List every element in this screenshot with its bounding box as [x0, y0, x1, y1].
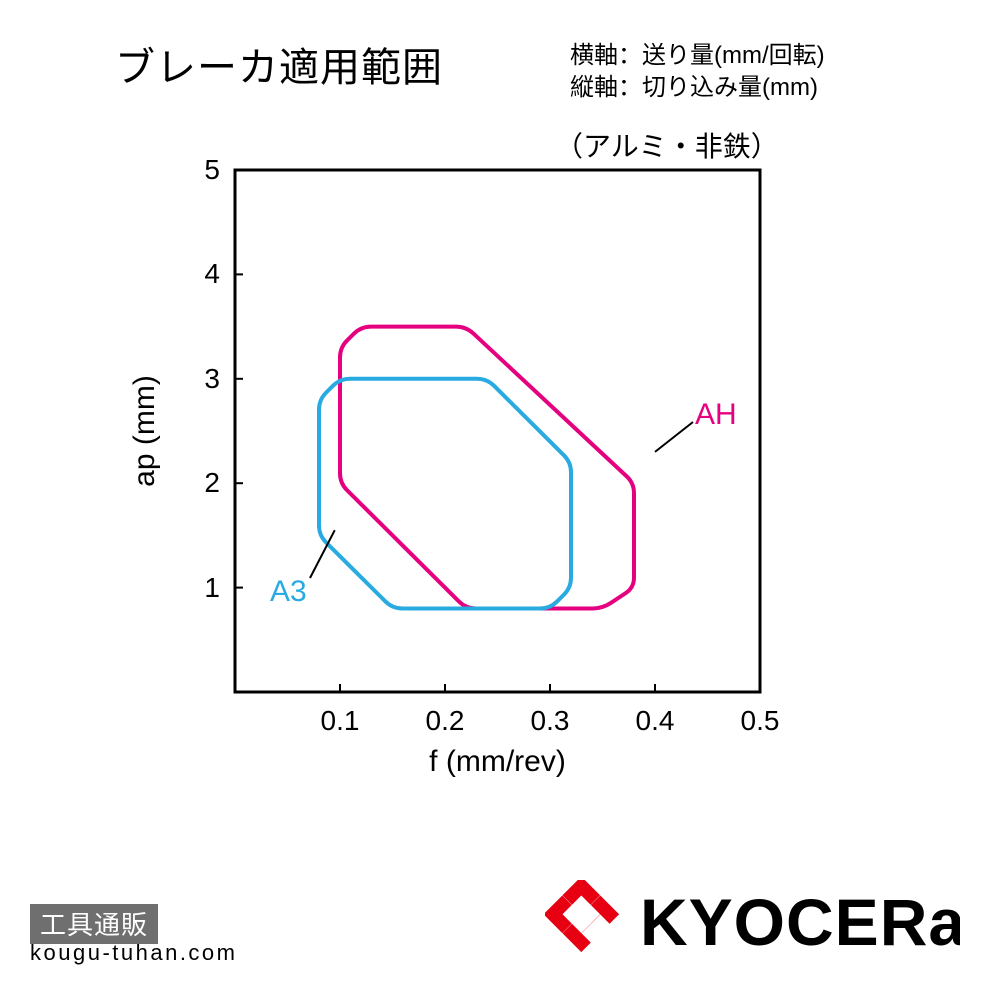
- axis-note: 横軸：送り量(mm/回転) 縦軸：切り込み量(mm): [570, 40, 825, 105]
- chart-subtitle: （アルミ・非鉄）: [555, 125, 779, 165]
- brand-mark-icon: [545, 880, 619, 952]
- chart-plot-area: f (mm/rev) ap (mm) 0.10.20.30.40.512345A…: [235, 170, 760, 692]
- y-tick-label: 4: [204, 258, 220, 290]
- page-title: ブレーカ適用範囲: [115, 35, 443, 93]
- x-tick-label: 0.3: [531, 705, 570, 737]
- x-tick-label: 0.5: [741, 705, 780, 737]
- brand-text: KYOCERa: [640, 885, 960, 959]
- x-tick-label: 0.4: [636, 705, 675, 737]
- series-label-A3: A3: [270, 575, 307, 609]
- y-tick-label: 3: [204, 363, 220, 395]
- y-axis-label: ap (mm): [128, 375, 162, 487]
- y-tick-label: 1: [204, 572, 220, 604]
- kyocera-logo-svg: KYOCERa: [545, 880, 960, 960]
- y-tick-label: 5: [204, 154, 220, 186]
- shop-badge: 工具通販: [30, 904, 158, 944]
- y-tick-label: 2: [204, 467, 220, 499]
- x-tick-label: 0.1: [321, 705, 360, 737]
- shop-url: kougu-tuhan.com: [30, 940, 238, 966]
- axis-note-line1: 横軸：送り量(mm/回転): [570, 40, 825, 72]
- page: ブレーカ適用範囲 横軸：送り量(mm/回転) 縦軸：切り込み量(mm) （アルミ…: [0, 0, 1000, 1000]
- axis-note-line2: 縦軸：切り込み量(mm): [570, 72, 825, 104]
- series-label-AH: AH: [695, 398, 737, 432]
- x-tick-label: 0.2: [426, 705, 465, 737]
- brand-logo: KYOCERa: [545, 880, 960, 960]
- chart-svg: [235, 170, 760, 692]
- x-axis-label: f (mm/rev): [429, 745, 566, 779]
